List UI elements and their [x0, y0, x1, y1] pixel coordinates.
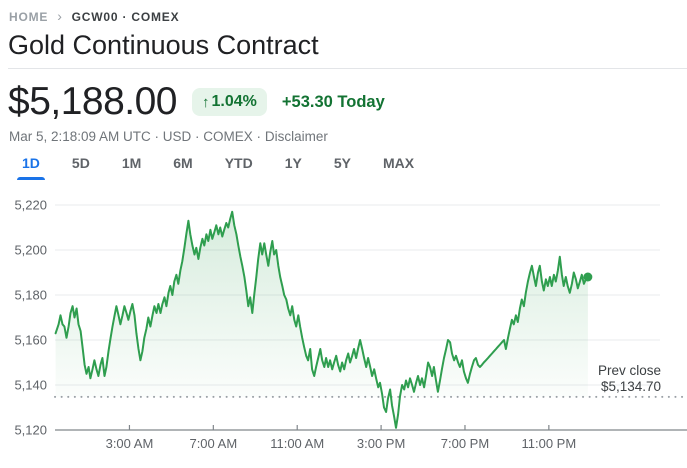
- price-chart-svg[interactable]: 5,120 5,140 5,160 5,180 5,200 5,220 3:00 AM 7:0…: [0, 190, 687, 468]
- quote-meta: Mar 5, 2:18:09 AM UTC · USD · COMEX · Di…: [9, 129, 328, 144]
- quote-row: $5,188.00 ↑ 1.04% +53.30 Today: [8, 82, 385, 122]
- price-chart[interactable]: 5,120 5,140 5,160 5,180 5,200 5,220 3:00 AM 7:0…: [0, 190, 687, 468]
- header-divider: [8, 68, 687, 69]
- y-tick-label: 5,160: [14, 333, 47, 348]
- tab-5d[interactable]: 5D: [71, 155, 90, 171]
- x-tick-label: 11:00 PM: [522, 436, 577, 451]
- page-title: Gold Continuous Contract: [8, 30, 319, 60]
- x-tick-label: 7:00 AM: [189, 436, 237, 451]
- current-price: $5,188.00: [8, 80, 178, 123]
- arrow-up-icon: ↑: [202, 93, 210, 111]
- percent-change-badge: ↑ 1.04%: [192, 88, 267, 116]
- breadcrumb-home-link[interactable]: HOME: [9, 10, 49, 24]
- y-tick-label: 5,140: [14, 378, 47, 393]
- y-tick-label: 5,120: [14, 423, 47, 438]
- last-price-dot: [583, 272, 593, 282]
- x-tick-label: 3:00 AM: [106, 436, 154, 451]
- percent-change-value: 1.04%: [211, 93, 257, 110]
- price-area-fill: [55, 211, 588, 428]
- price-line: [54, 210, 589, 429]
- price-change-today: +53.30 Today: [281, 92, 385, 111]
- tab-1m[interactable]: 1M: [121, 155, 142, 171]
- prev-close-value: $5,134.70: [601, 379, 661, 394]
- tab-5y[interactable]: 5Y: [333, 155, 351, 171]
- y-tick-label: 5,200: [14, 243, 47, 258]
- tab-max[interactable]: MAX: [382, 155, 415, 171]
- chevron-right-icon: ›: [57, 8, 63, 24]
- x-tick-label: 11:00 AM: [270, 436, 324, 451]
- x-tick-label: 7:00 PM: [441, 436, 489, 451]
- time-range-tabs: 1D 5D 1M 6M YTD 1Y 5Y MAX: [6, 152, 430, 180]
- tab-ytd[interactable]: YTD: [224, 155, 253, 171]
- disclaimer-link[interactable]: Disclaimer: [264, 129, 328, 144]
- prev-close-label: Prev close: [598, 363, 661, 378]
- y-tick-label: 5,220: [14, 198, 47, 213]
- breadcrumb: HOME › GCW00 · COMEX: [9, 8, 180, 25]
- y-tick-label: 5,180: [14, 288, 47, 303]
- tab-1y[interactable]: 1Y: [284, 155, 302, 171]
- breadcrumb-symbol: GCW00 · COMEX: [71, 10, 180, 24]
- tab-6m[interactable]: 6M: [173, 155, 193, 171]
- tab-1d[interactable]: 1D: [6, 152, 56, 180]
- x-tick-label: 3:00 PM: [357, 436, 405, 451]
- quote-meta-text: Mar 5, 2:18:09 AM UTC · USD · COMEX ·: [9, 129, 262, 144]
